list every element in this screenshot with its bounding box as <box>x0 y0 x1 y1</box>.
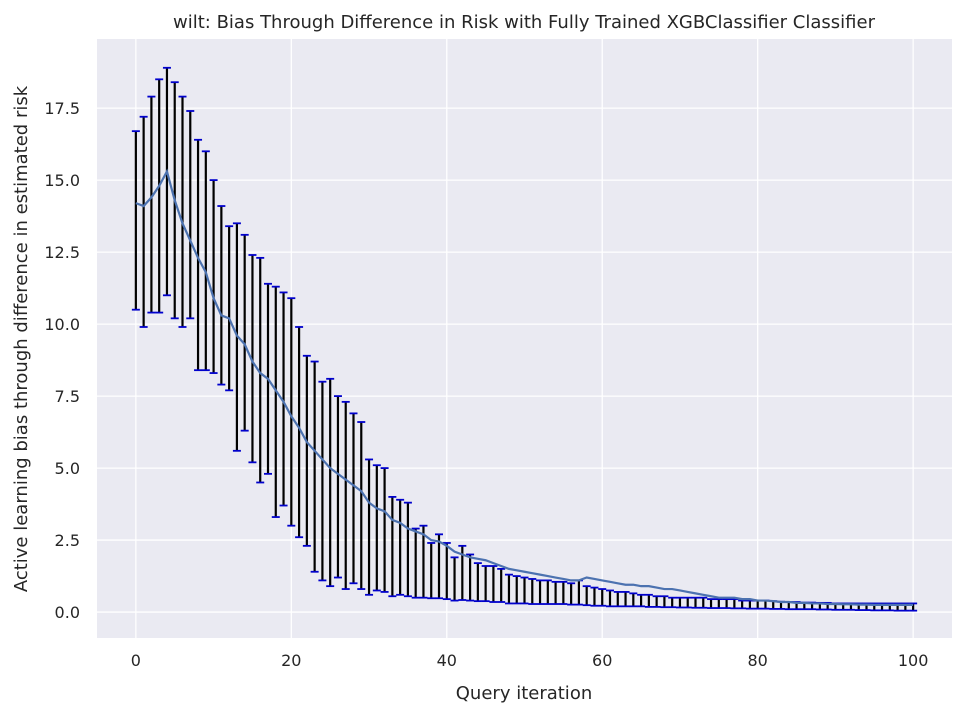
x-tick-label: 80 <box>748 651 768 670</box>
y-tick-label: 0.0 <box>55 603 80 622</box>
y-tick-label: 17.5 <box>44 99 80 118</box>
y-tick-label: 15.0 <box>44 171 80 190</box>
y-axis-title: Active learning bias through difference … <box>11 85 32 592</box>
x-tick-labels: 0 20 40 60 80 100 <box>131 651 929 670</box>
x-tick-label: 100 <box>898 651 929 670</box>
y-tick-labels: 0.0 2.5 5.0 7.5 10.0 12.5 15.0 17.5 <box>44 99 80 622</box>
y-tick-label: 10.0 <box>44 315 80 334</box>
x-tick-label: 20 <box>281 651 301 670</box>
chart-title: wilt: Bias Through Difference in Risk wi… <box>173 12 876 33</box>
x-tick-label: 40 <box>437 651 457 670</box>
x-axis-title: Query iteration <box>456 683 592 704</box>
plot-background <box>97 39 952 638</box>
mean-line <box>135 168 914 606</box>
grid-lines <box>97 39 952 638</box>
x-tick-label: 0 <box>131 651 141 670</box>
y-tick-label: 2.5 <box>55 531 80 550</box>
x-tick-label: 60 <box>592 651 612 670</box>
y-tick-label: 12.5 <box>44 243 80 262</box>
y-tick-label: 7.5 <box>55 387 80 406</box>
y-tick-label: 5.0 <box>55 459 80 478</box>
